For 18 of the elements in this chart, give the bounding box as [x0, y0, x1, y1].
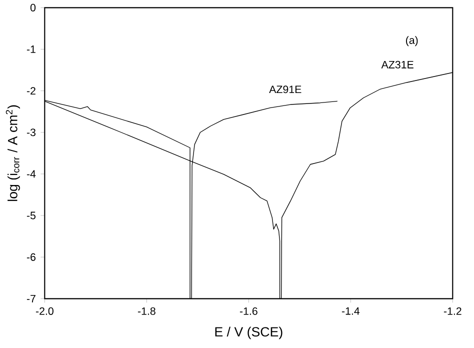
x-axis-title: E / V (SCE): [215, 326, 282, 340]
series-label: AZ31E: [381, 60, 414, 68]
y-tick-label: 0: [30, 4, 36, 12]
y-axis-title: log (i$_{corr}$ / A cm$^{2}$): [6, 105, 20, 201]
x-tick-label: -1.2: [444, 307, 462, 315]
y-tick-label: -4: [26, 170, 36, 178]
series-label: AZ91E: [269, 86, 302, 94]
y-tick-label: -5: [26, 212, 36, 220]
y-tick-label: -2: [26, 87, 36, 95]
x-tick-label: -1.4: [342, 307, 360, 315]
annotation: (a): [406, 36, 418, 46]
y-tick-label: -7: [26, 294, 36, 302]
x-tick-label: -1.6: [240, 307, 258, 315]
x-tick-label: -2.0: [36, 307, 54, 315]
x-tick-label: -1.8: [138, 307, 156, 315]
y-tick-label: -6: [26, 253, 36, 261]
y-tick-label: -1: [26, 46, 36, 53]
y-tick-label: -3: [26, 128, 36, 136]
